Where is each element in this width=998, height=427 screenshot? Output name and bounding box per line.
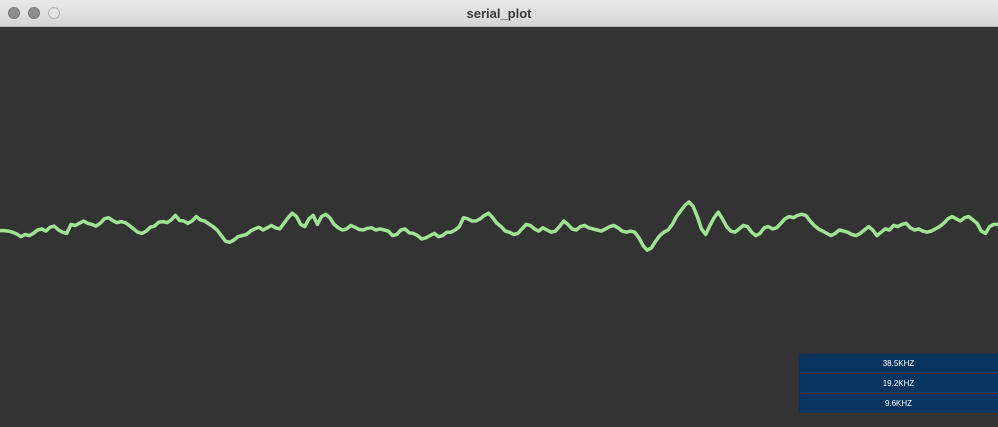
signal-line: [0, 200, 998, 252]
baud-rate-panel: 38.5KHZ 19.2KHZ 9.6KHZ: [799, 354, 998, 414]
baud-38-5khz-button[interactable]: 38.5KHZ: [799, 354, 998, 373]
minimize-window-button[interactable]: [28, 7, 40, 19]
baud-19-2khz-button[interactable]: 19.2KHZ: [799, 374, 998, 393]
plot-canvas: 38.5KHZ 19.2KHZ 9.6KHZ: [0, 27, 998, 427]
baud-9-6khz-button[interactable]: 9.6KHZ: [799, 394, 998, 413]
zoom-window-button[interactable]: [48, 7, 60, 19]
window-title: serial_plot: [466, 6, 532, 21]
close-window-button[interactable]: [8, 7, 20, 19]
title-bar[interactable]: serial_plot: [0, 0, 998, 27]
serial-plot-chart: [0, 200, 998, 252]
